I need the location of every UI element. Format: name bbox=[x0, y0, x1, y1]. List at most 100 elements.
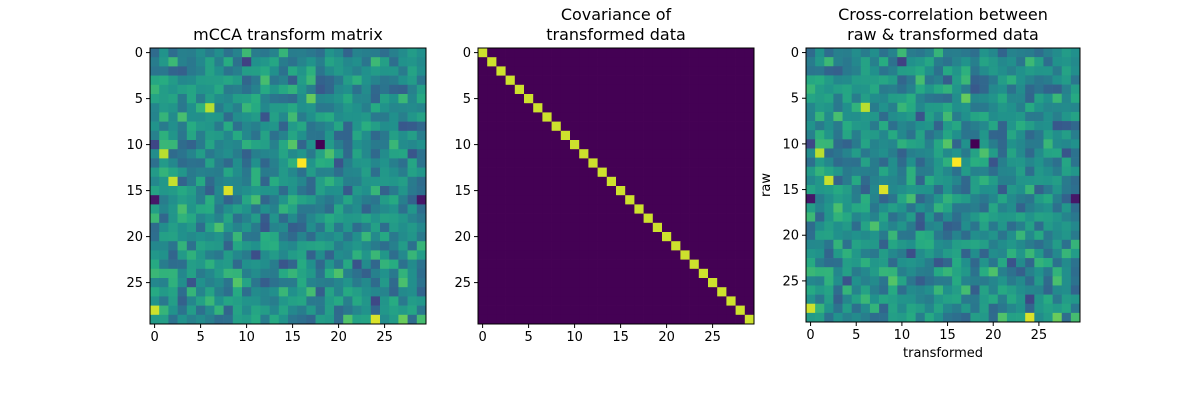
heatmap-cell bbox=[680, 241, 690, 251]
heatmap-cell bbox=[278, 232, 289, 242]
heatmap-cell bbox=[1052, 185, 1063, 195]
heatmap-cell bbox=[560, 222, 571, 233]
heatmap-cell bbox=[352, 94, 362, 104]
heatmap-cell bbox=[306, 241, 316, 251]
heatmap-cell bbox=[952, 57, 962, 67]
heatmap-cell bbox=[997, 230, 1008, 241]
heatmap-cell bbox=[833, 148, 843, 158]
heatmap-cell bbox=[269, 195, 280, 205]
heatmap-cell bbox=[380, 259, 390, 270]
heatmap-cell bbox=[551, 268, 562, 279]
heatmap-cell bbox=[487, 66, 497, 76]
heatmap-cell bbox=[361, 186, 372, 196]
heatmap-cell bbox=[1043, 258, 1053, 268]
heatmap-cell bbox=[496, 84, 506, 95]
heatmap-cell bbox=[924, 48, 935, 58]
heatmap-cell bbox=[1025, 102, 1035, 113]
heatmap-cell bbox=[315, 103, 326, 113]
heatmap-cell bbox=[744, 204, 755, 214]
heatmap-cell bbox=[833, 267, 843, 277]
heatmap-cell bbox=[352, 204, 362, 214]
heatmap-cell bbox=[150, 250, 160, 260]
heatmap-cell bbox=[662, 130, 672, 141]
heatmap-cell bbox=[708, 112, 718, 122]
heatmap-cell bbox=[708, 84, 718, 95]
heatmap-cell bbox=[551, 112, 562, 122]
heatmap-cell bbox=[205, 140, 215, 150]
heatmap-cell bbox=[952, 102, 962, 113]
heatmap-cell bbox=[662, 103, 672, 113]
heatmap-cell bbox=[988, 75, 999, 85]
heatmap-cell bbox=[879, 148, 889, 158]
heatmap-cell bbox=[815, 130, 825, 140]
heatmap-cell bbox=[398, 112, 408, 122]
heatmap-cell bbox=[1052, 102, 1063, 113]
heatmap-cell bbox=[1043, 312, 1053, 323]
heatmap-cell bbox=[524, 296, 534, 306]
heatmap-cell bbox=[260, 48, 270, 58]
heatmap-cell bbox=[260, 130, 270, 141]
heatmap-cell bbox=[524, 75, 534, 86]
heatmap-cell bbox=[269, 232, 280, 242]
heatmap-cell bbox=[616, 204, 626, 214]
heatmap-cell bbox=[652, 103, 663, 113]
heatmap-cell bbox=[1034, 139, 1044, 149]
heatmap-cell bbox=[159, 66, 169, 76]
heatmap-cell bbox=[625, 149, 635, 159]
heatmap-cell bbox=[634, 167, 644, 178]
heatmap-cell bbox=[1070, 276, 1081, 286]
heatmap-cell bbox=[361, 121, 372, 132]
heatmap-cell bbox=[478, 287, 488, 297]
heatmap-cell bbox=[961, 203, 971, 213]
heatmap-cell bbox=[888, 185, 898, 195]
heatmap-cell bbox=[389, 195, 399, 205]
heatmap-cell bbox=[496, 278, 506, 288]
heatmap-cell bbox=[407, 232, 418, 242]
heatmap-cell bbox=[278, 66, 289, 76]
heatmap-cell bbox=[1034, 130, 1044, 140]
heatmap-cell bbox=[961, 121, 971, 131]
heatmap-cell bbox=[933, 111, 944, 122]
heatmap-cell bbox=[288, 140, 298, 150]
heatmap-cell bbox=[168, 195, 178, 205]
heatmap-cell bbox=[1070, 312, 1081, 323]
heatmap-cell bbox=[487, 75, 497, 86]
heatmap-cell bbox=[597, 204, 608, 214]
heatmap-cell bbox=[496, 66, 506, 76]
heatmap-cell bbox=[888, 294, 898, 305]
y-tick-label: 25 bbox=[126, 276, 143, 291]
heatmap-cell bbox=[897, 203, 907, 213]
heatmap-cell bbox=[205, 112, 215, 122]
heatmap-cell bbox=[352, 130, 362, 141]
heatmap-cell bbox=[643, 195, 654, 205]
heatmap-cell bbox=[542, 94, 552, 104]
heatmap-cell bbox=[416, 250, 427, 260]
heatmap-cell bbox=[1043, 267, 1053, 277]
heatmap-cell bbox=[869, 285, 880, 295]
heatmap-cell bbox=[214, 167, 224, 178]
heatmap-cell bbox=[970, 139, 980, 149]
heatmap-cell bbox=[168, 48, 178, 58]
heatmap-cell bbox=[815, 111, 825, 122]
heatmap-cell bbox=[533, 94, 543, 104]
heatmap-cell bbox=[1052, 203, 1063, 213]
heatmap-cell bbox=[961, 139, 971, 149]
heatmap-cell bbox=[1043, 93, 1053, 104]
heatmap-cell bbox=[242, 186, 252, 196]
chart-title: raw & transformed data bbox=[847, 25, 1039, 44]
heatmap-cell bbox=[735, 186, 746, 196]
heatmap-cell bbox=[242, 130, 252, 141]
heatmap-cell bbox=[560, 66, 571, 76]
heatmap-cell bbox=[698, 140, 709, 150]
heatmap-cell bbox=[514, 167, 525, 178]
heatmap-cell bbox=[1070, 258, 1081, 268]
heatmap-cell bbox=[1052, 84, 1063, 95]
heatmap-cell bbox=[533, 84, 543, 95]
heatmap-cell bbox=[1006, 203, 1017, 213]
heatmap-cell bbox=[150, 259, 160, 270]
heatmap-cell bbox=[1006, 121, 1017, 131]
heatmap-cell bbox=[242, 213, 252, 224]
heatmap-cell bbox=[842, 93, 853, 104]
heatmap-cell bbox=[597, 84, 608, 95]
heatmap-cell bbox=[970, 66, 980, 76]
